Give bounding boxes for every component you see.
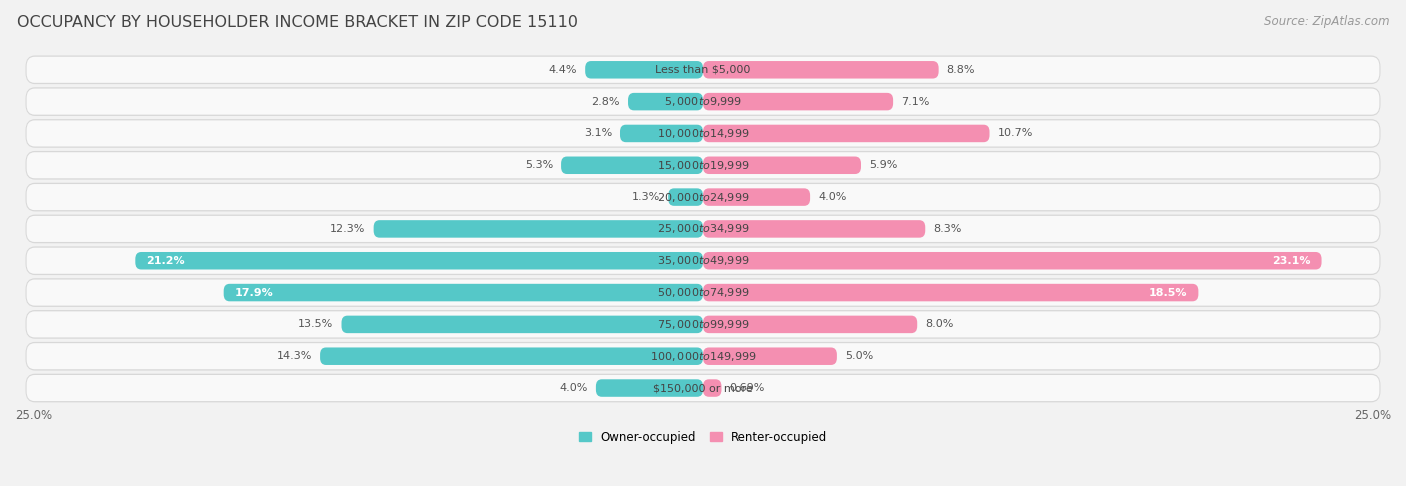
FancyBboxPatch shape: [27, 279, 1379, 306]
FancyBboxPatch shape: [25, 342, 1381, 370]
Text: 8.8%: 8.8%: [946, 65, 976, 75]
FancyBboxPatch shape: [25, 119, 1381, 148]
FancyBboxPatch shape: [25, 151, 1381, 180]
FancyBboxPatch shape: [27, 184, 1379, 210]
FancyBboxPatch shape: [703, 379, 721, 397]
FancyBboxPatch shape: [27, 216, 1379, 242]
Text: Less than $5,000: Less than $5,000: [655, 65, 751, 75]
FancyBboxPatch shape: [27, 57, 1379, 83]
Text: 23.1%: 23.1%: [1272, 256, 1310, 266]
FancyBboxPatch shape: [25, 215, 1381, 243]
Text: $100,000 to $149,999: $100,000 to $149,999: [650, 350, 756, 363]
FancyBboxPatch shape: [27, 88, 1379, 115]
Text: 1.3%: 1.3%: [631, 192, 661, 202]
FancyBboxPatch shape: [135, 252, 703, 270]
Text: 8.3%: 8.3%: [934, 224, 962, 234]
Text: 2.8%: 2.8%: [592, 97, 620, 106]
FancyBboxPatch shape: [321, 347, 703, 365]
Text: OCCUPANCY BY HOUSEHOLDER INCOME BRACKET IN ZIP CODE 15110: OCCUPANCY BY HOUSEHOLDER INCOME BRACKET …: [17, 15, 578, 30]
Text: 17.9%: 17.9%: [235, 288, 273, 297]
Text: 13.5%: 13.5%: [298, 319, 333, 330]
Text: 4.0%: 4.0%: [818, 192, 846, 202]
Text: $35,000 to $49,999: $35,000 to $49,999: [657, 254, 749, 267]
Text: $75,000 to $99,999: $75,000 to $99,999: [657, 318, 749, 331]
FancyBboxPatch shape: [342, 315, 703, 333]
FancyBboxPatch shape: [703, 156, 860, 174]
FancyBboxPatch shape: [703, 284, 1198, 301]
Text: $15,000 to $19,999: $15,000 to $19,999: [657, 159, 749, 172]
FancyBboxPatch shape: [703, 220, 925, 238]
Text: 8.0%: 8.0%: [925, 319, 953, 330]
Text: 5.0%: 5.0%: [845, 351, 873, 361]
Text: $20,000 to $24,999: $20,000 to $24,999: [657, 191, 749, 204]
Text: 12.3%: 12.3%: [330, 224, 366, 234]
FancyBboxPatch shape: [668, 189, 703, 206]
Text: 14.3%: 14.3%: [277, 351, 312, 361]
FancyBboxPatch shape: [25, 374, 1381, 402]
Text: 3.1%: 3.1%: [583, 128, 612, 139]
Text: 21.2%: 21.2%: [146, 256, 184, 266]
Text: 0.69%: 0.69%: [730, 383, 765, 393]
FancyBboxPatch shape: [25, 55, 1381, 84]
Text: $25,000 to $34,999: $25,000 to $34,999: [657, 223, 749, 235]
Text: 4.0%: 4.0%: [560, 383, 588, 393]
FancyBboxPatch shape: [25, 87, 1381, 116]
FancyBboxPatch shape: [25, 278, 1381, 307]
Text: $50,000 to $74,999: $50,000 to $74,999: [657, 286, 749, 299]
Text: 18.5%: 18.5%: [1149, 288, 1188, 297]
Legend: Owner-occupied, Renter-occupied: Owner-occupied, Renter-occupied: [579, 431, 827, 444]
FancyBboxPatch shape: [620, 125, 703, 142]
Text: 5.9%: 5.9%: [869, 160, 897, 170]
Text: 4.4%: 4.4%: [548, 65, 576, 75]
FancyBboxPatch shape: [25, 246, 1381, 275]
FancyBboxPatch shape: [374, 220, 703, 238]
Text: Source: ZipAtlas.com: Source: ZipAtlas.com: [1264, 15, 1389, 28]
FancyBboxPatch shape: [703, 189, 810, 206]
FancyBboxPatch shape: [27, 152, 1379, 178]
FancyBboxPatch shape: [703, 315, 917, 333]
Text: $5,000 to $9,999: $5,000 to $9,999: [664, 95, 742, 108]
Text: $150,000 or more: $150,000 or more: [654, 383, 752, 393]
FancyBboxPatch shape: [27, 121, 1379, 146]
FancyBboxPatch shape: [25, 183, 1381, 211]
FancyBboxPatch shape: [596, 379, 703, 397]
Text: 7.1%: 7.1%: [901, 97, 929, 106]
FancyBboxPatch shape: [25, 310, 1381, 339]
FancyBboxPatch shape: [703, 61, 939, 79]
FancyBboxPatch shape: [27, 248, 1379, 274]
FancyBboxPatch shape: [703, 125, 990, 142]
FancyBboxPatch shape: [585, 61, 703, 79]
FancyBboxPatch shape: [703, 347, 837, 365]
FancyBboxPatch shape: [224, 284, 703, 301]
FancyBboxPatch shape: [703, 93, 893, 110]
FancyBboxPatch shape: [27, 312, 1379, 337]
FancyBboxPatch shape: [27, 343, 1379, 369]
Text: 5.3%: 5.3%: [524, 160, 553, 170]
FancyBboxPatch shape: [703, 252, 1322, 270]
Text: $10,000 to $14,999: $10,000 to $14,999: [657, 127, 749, 140]
FancyBboxPatch shape: [561, 156, 703, 174]
FancyBboxPatch shape: [27, 375, 1379, 401]
Text: 10.7%: 10.7%: [997, 128, 1033, 139]
FancyBboxPatch shape: [628, 93, 703, 110]
